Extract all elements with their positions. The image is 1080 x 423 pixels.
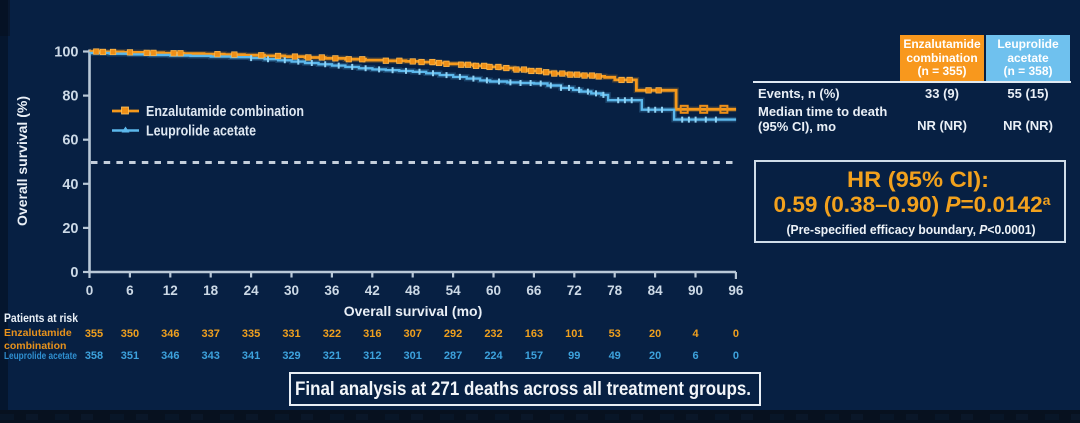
svg-text:Patients at risk: Patients at risk <box>4 313 79 325</box>
svg-text:0.59 (0.38–0.90) P=0.0142a: 0.59 (0.38–0.90) P=0.0142a <box>774 192 1051 217</box>
svg-text:292: 292 <box>444 328 462 340</box>
svg-text:358: 358 <box>85 350 103 362</box>
svg-text:346: 346 <box>161 350 179 362</box>
svg-text:48: 48 <box>405 283 421 298</box>
svg-text:Final analysis at 271 deaths a: Final analysis at 271 deaths across all … <box>295 379 751 400</box>
svg-text:Enzalutamide: Enzalutamide <box>4 327 72 339</box>
svg-text:12: 12 <box>163 283 178 298</box>
svg-text:99: 99 <box>568 350 580 362</box>
svg-text:0: 0 <box>70 265 78 281</box>
svg-text:20: 20 <box>62 221 78 237</box>
svg-text:346: 346 <box>161 328 179 340</box>
svg-text:350: 350 <box>121 328 139 340</box>
svg-text:84: 84 <box>648 283 664 298</box>
svg-text:322: 322 <box>323 328 341 340</box>
svg-text:80: 80 <box>62 89 78 105</box>
svg-text:53: 53 <box>609 328 621 340</box>
svg-text:0: 0 <box>733 328 739 340</box>
svg-text:0: 0 <box>733 350 739 362</box>
svg-text:96: 96 <box>728 283 744 298</box>
svg-text:329: 329 <box>282 350 300 362</box>
svg-text:(Pre-specified efficacy bounda: (Pre-specified efficacy boundary, P<0.00… <box>787 222 1036 237</box>
svg-text:60: 60 <box>62 133 78 149</box>
svg-text:337: 337 <box>202 328 220 340</box>
svg-text:18: 18 <box>203 283 219 298</box>
svg-text:42: 42 <box>365 283 380 298</box>
svg-text:6: 6 <box>126 283 134 298</box>
svg-text:316: 316 <box>363 328 381 340</box>
svg-text:Leuprolide acetate: Leuprolide acetate <box>4 350 77 362</box>
svg-text:307: 307 <box>404 328 422 340</box>
svg-text:54: 54 <box>446 283 462 298</box>
svg-text:4: 4 <box>692 328 699 340</box>
svg-text:232: 232 <box>484 328 502 340</box>
svg-text:355: 355 <box>85 328 103 340</box>
svg-text:24: 24 <box>244 283 260 298</box>
svg-text:40: 40 <box>62 177 78 193</box>
svg-text:100: 100 <box>54 45 78 61</box>
svg-text:321: 321 <box>323 350 341 362</box>
svg-text:157: 157 <box>525 350 543 362</box>
svg-text:78: 78 <box>607 283 623 298</box>
svg-text:163: 163 <box>525 328 543 340</box>
svg-text:Leuprolide acetate: Leuprolide acetate <box>146 124 256 140</box>
svg-text:335: 335 <box>242 328 260 340</box>
svg-text:0: 0 <box>86 283 94 298</box>
svg-text:Enzalutamide combination: Enzalutamide combination <box>146 104 304 120</box>
svg-text:36: 36 <box>324 283 340 298</box>
svg-text:343: 343 <box>202 350 220 362</box>
svg-text:HR (95% CI):: HR (95% CI): <box>847 167 989 192</box>
svg-text:72: 72 <box>567 283 582 298</box>
svg-text:20: 20 <box>649 328 661 340</box>
svg-text:66: 66 <box>526 283 542 298</box>
svg-text:combination: combination <box>4 340 66 352</box>
svg-text:287: 287 <box>444 350 462 362</box>
svg-text:60: 60 <box>486 283 501 298</box>
svg-text:351: 351 <box>121 350 139 362</box>
svg-text:30: 30 <box>284 283 299 298</box>
svg-text:20: 20 <box>649 350 661 362</box>
svg-text:6: 6 <box>692 350 698 362</box>
svg-text:90: 90 <box>688 283 703 298</box>
svg-text:224: 224 <box>484 350 503 362</box>
svg-text:Overall survival (%): Overall survival (%) <box>14 96 30 226</box>
svg-text:312: 312 <box>363 350 381 362</box>
svg-text:331: 331 <box>282 328 300 340</box>
svg-text:341: 341 <box>242 350 260 362</box>
svg-text:49: 49 <box>609 350 621 362</box>
svg-text:101: 101 <box>565 328 583 340</box>
svg-text:301: 301 <box>404 350 422 362</box>
svg-text:Overall survival (mo): Overall survival (mo) <box>344 303 483 319</box>
